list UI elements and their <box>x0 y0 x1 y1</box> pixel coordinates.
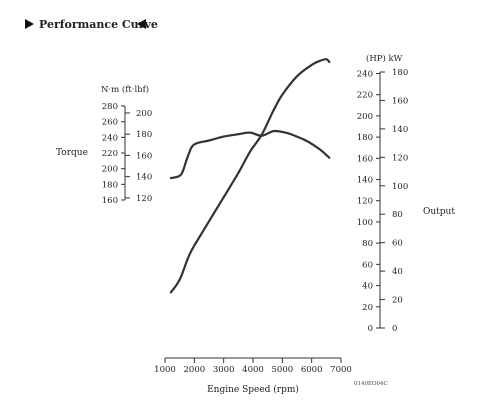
torque-nm-tick-label: 260 <box>102 118 118 128</box>
output-label: Output <box>423 207 455 217</box>
output-hp-tick-label: 240 <box>357 69 373 79</box>
torque-ftlbf-tick-label: 200 <box>136 109 152 119</box>
torque-nm-tick-label: 180 <box>102 180 118 190</box>
torque-label: Torque <box>56 148 88 158</box>
torque-ftlbf-tick-label: 160 <box>136 151 152 161</box>
torque-ftlbf-tick-label: 140 <box>136 173 152 183</box>
x-tick-label: 2000 <box>184 365 206 375</box>
x-tick-label: 3000 <box>213 365 235 375</box>
torque-units-label: N·m (ft·lbf) <box>101 84 149 95</box>
torque-nm-tick-label: 220 <box>102 149 118 159</box>
output-hp-tick-label: 40 <box>362 282 373 292</box>
output-curve <box>169 58 331 294</box>
output-kw-tick-label: 120 <box>392 153 408 163</box>
output-hp-tick-label: 160 <box>357 154 373 164</box>
torque-ftlbf-tick-label: 180 <box>136 130 152 140</box>
output-units-label: (HP) kW <box>366 53 403 64</box>
torque-nm-tick-label: 280 <box>102 102 118 112</box>
torque-curve <box>169 129 331 180</box>
x-tick-label: 6000 <box>301 365 323 375</box>
output-hp-tick-label: 80 <box>362 239 373 249</box>
ticks-layer: 1000 2000 3000 4000 5000 6000 7000280260240220… <box>102 68 408 375</box>
output-kw-tick-label: 0 <box>392 324 397 334</box>
output-hp-tick-label: 140 <box>357 176 373 186</box>
title-left-arrow-icon <box>137 19 146 29</box>
output-hp-tick-label: 120 <box>357 197 373 207</box>
output-hp-tick-label: 60 <box>362 260 373 270</box>
output-kw-tick-label: 100 <box>392 182 408 192</box>
torque-nm-tick-label: 200 <box>102 165 118 175</box>
x-tick-label: 1000 <box>154 365 176 375</box>
output-kw-tick-label: 160 <box>392 96 408 106</box>
output-hp-tick-label: 100 <box>357 218 373 228</box>
x-axis-label: Engine Speed (rpm) <box>207 384 299 395</box>
figure-code: 0140EO04C <box>354 381 388 387</box>
torque-ftlbf-tick-label: 120 <box>136 194 152 204</box>
output-kw-tick-label: 20 <box>392 296 403 306</box>
output-hp-tick-label: 180 <box>357 133 373 143</box>
torque-nm-tick-label: 160 <box>102 196 118 206</box>
output-hp-tick-label: 220 <box>357 91 373 101</box>
output-hp-tick-label: 0 <box>368 324 373 334</box>
output-kw-tick-label: 40 <box>392 267 403 277</box>
x-tick-label: 4000 <box>242 365 264 375</box>
torque-nm-tick-label: 240 <box>102 133 118 143</box>
output-kw-tick-label: 140 <box>392 125 408 135</box>
x-tick-label: 7000 <box>330 365 352 375</box>
output-kw-tick-label: 60 <box>392 239 403 249</box>
chart-title: Performance Curve <box>39 18 158 31</box>
x-tick-label: 5000 <box>272 365 294 375</box>
output-kw-tick-label: 80 <box>392 210 403 220</box>
title-right-arrow-icon <box>25 19 34 29</box>
output-hp-tick-label: 200 <box>357 112 373 122</box>
output-hp-tick-label: 20 <box>362 303 373 313</box>
curves-layer <box>169 58 331 294</box>
output-kw-tick-label: 180 <box>392 68 408 78</box>
